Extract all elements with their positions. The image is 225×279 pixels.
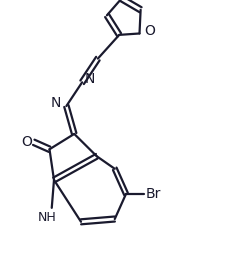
Text: O: O <box>22 135 32 149</box>
Text: N: N <box>51 96 61 110</box>
Text: O: O <box>144 24 155 38</box>
Text: NH: NH <box>38 211 57 224</box>
Text: Br: Br <box>146 187 161 201</box>
Text: N: N <box>85 72 95 86</box>
